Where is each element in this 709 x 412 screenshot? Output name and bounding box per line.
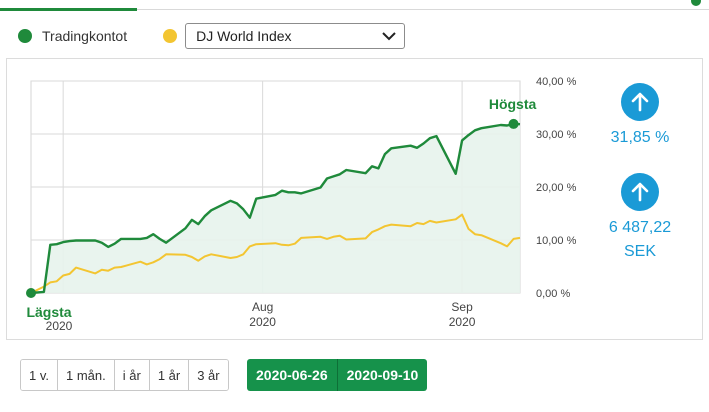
range-1-week-button[interactable]: 1 v.: [21, 360, 58, 390]
x-tick-label: 2020: [249, 315, 276, 329]
date-from-button[interactable]: 2020-06-26: [247, 359, 337, 391]
range-button-group: 1 v. 1 mån. i år 1 år 3 år: [20, 359, 229, 391]
range-ytd-button[interactable]: i år: [114, 360, 150, 390]
date-to-button[interactable]: 2020-09-10: [336, 359, 428, 391]
account-series-dot-icon: [18, 29, 32, 43]
status-dot-icon: [691, 0, 701, 6]
low-point-year: 2020: [46, 319, 73, 333]
index-series-line: [30, 213, 521, 294]
y-tick-label: 30,00 %: [536, 129, 577, 141]
active-tab-indicator[interactable]: [0, 8, 137, 11]
range-1-year-button[interactable]: 1 år: [149, 360, 190, 390]
arrow-up-icon: [621, 173, 659, 211]
y-tick-label: 20,00 %: [536, 182, 577, 194]
return-percent: 31,85 %: [610, 129, 670, 146]
compare-index-value: DJ World Index: [196, 28, 292, 44]
x-tick-label: Aug: [252, 300, 273, 314]
y-tick-label: 40,00 %: [536, 76, 577, 88]
x-tick-label: Sep: [451, 300, 473, 314]
x-tick-label: 2020: [449, 315, 476, 329]
y-tick-label: 0,00 %: [536, 288, 570, 300]
date-range-picker: 2020-06-26 2020-09-10: [247, 359, 428, 391]
return-amount: 6 487,22: [608, 219, 672, 236]
tabs-strip: [0, 0, 709, 11]
tab-divider: [137, 9, 709, 10]
high-point-label: Högsta: [489, 96, 537, 112]
account-series-line: [30, 122, 521, 295]
chart-legend: Tradingkontot DJ World Index: [18, 22, 406, 50]
high-point-marker: [508, 118, 519, 129]
arrow-up-icon: [621, 83, 659, 121]
range-3-years-button[interactable]: 3 år: [189, 360, 228, 390]
y-tick-label: 10,00 %: [536, 235, 577, 247]
performance-chart-panel: 40,00 % 30,00 % 20,00 % 10,00 % 0,00 % Aug 202…: [6, 58, 703, 340]
account-series-area: [31, 123, 520, 294]
chevron-down-icon: [382, 31, 396, 40]
performance-chart: 40,00 %30,00 %20,00 %10,00 %0,00 %Aug202…: [26, 76, 577, 333]
return-currency: SEK: [623, 243, 656, 260]
low-point-marker: [26, 288, 36, 298]
range-1-month-button[interactable]: 1 mån.: [58, 360, 115, 390]
low-point-label: Lägsta: [26, 304, 71, 320]
account-series-label: Tradingkontot: [42, 28, 128, 44]
compare-index-select[interactable]: DJ World Index: [185, 23, 406, 49]
index-series-dot-icon: [163, 29, 178, 43]
